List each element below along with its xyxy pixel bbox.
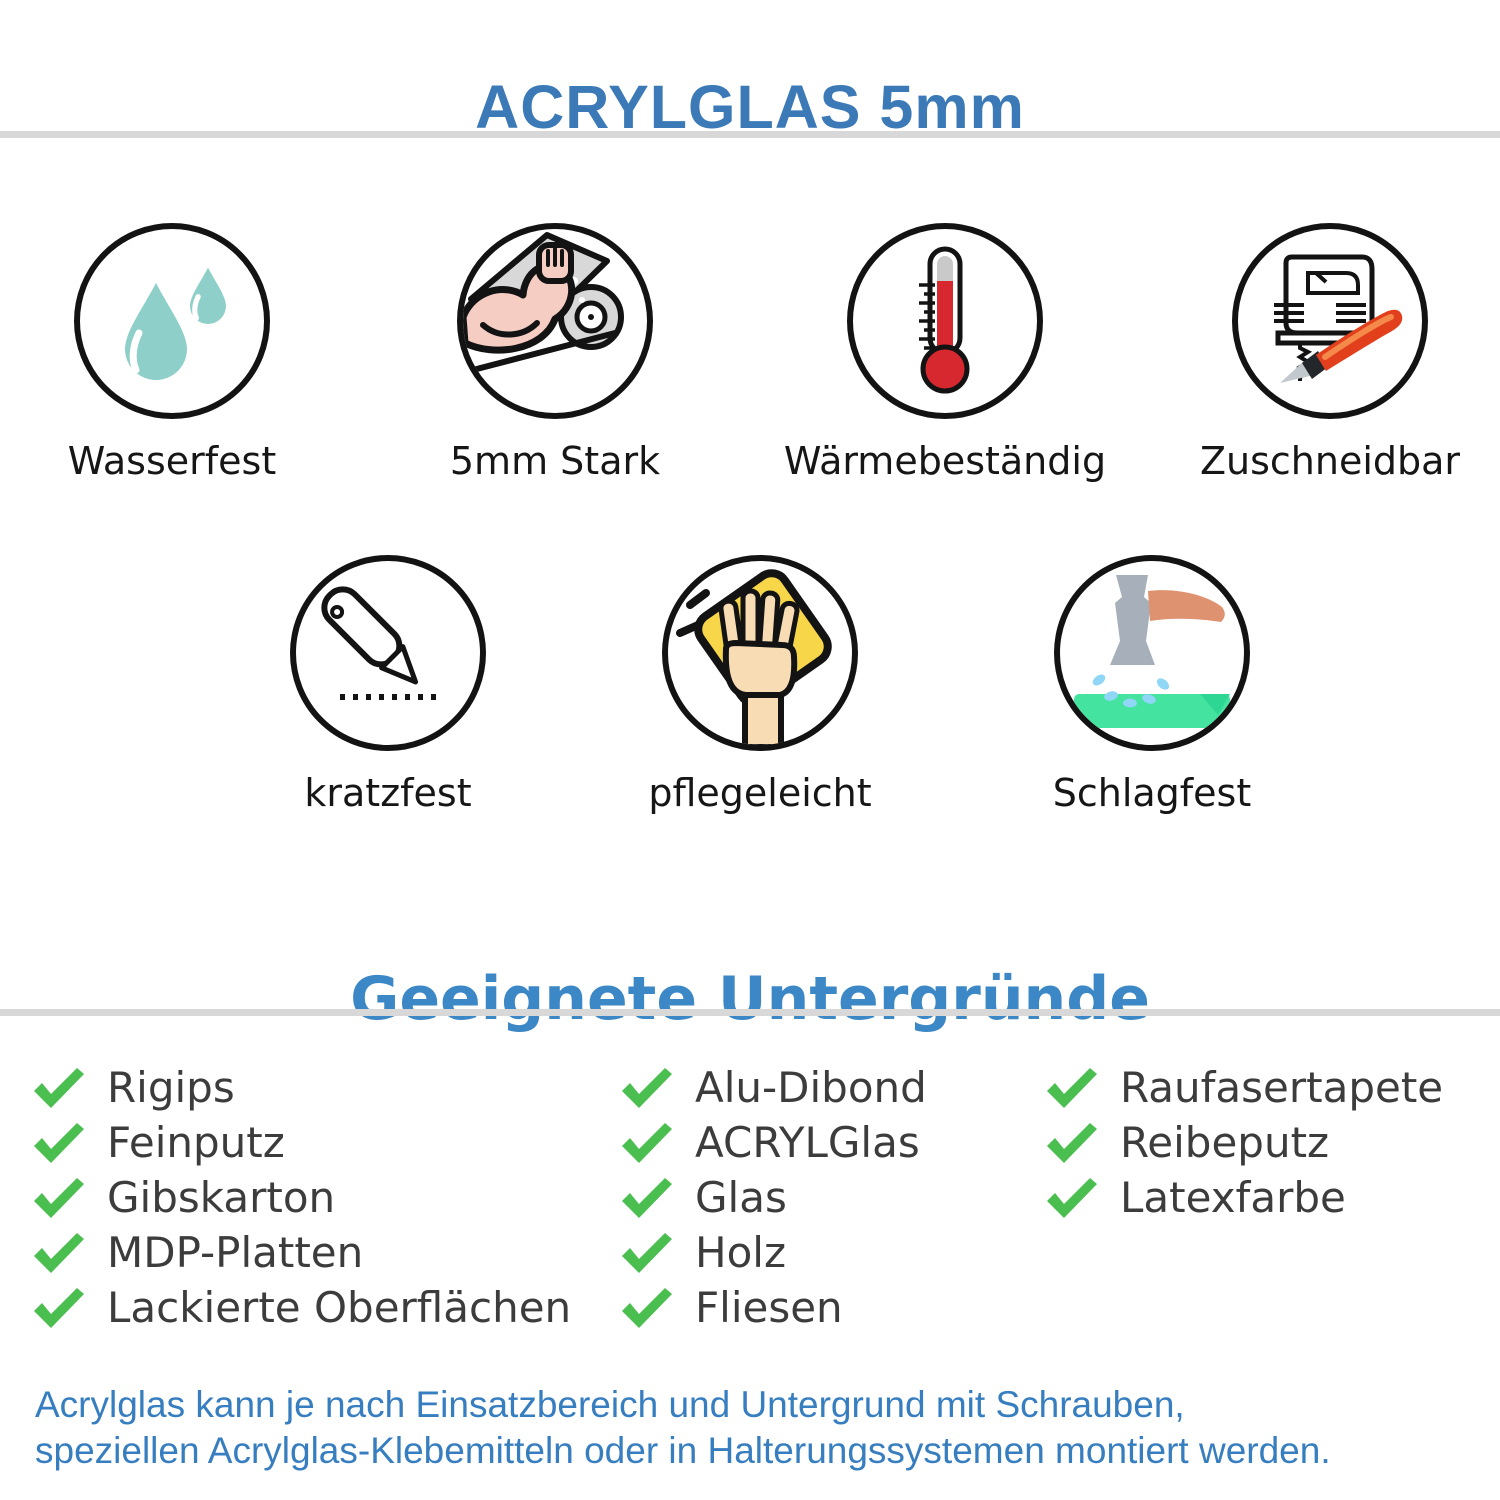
- list-item-label: Rigips: [107, 1063, 235, 1112]
- list-item-label: Glas: [695, 1173, 787, 1222]
- list-item: Gibskarton: [33, 1170, 571, 1225]
- checkmark-icon: [34, 1067, 84, 1108]
- checkmark-icon: [34, 1122, 84, 1163]
- feature-label: Schlagfest: [1052, 771, 1252, 815]
- checkmark-icon: [34, 1177, 84, 1218]
- checkmark-icon: [34, 1287, 84, 1328]
- feature-impact-resistant: Schlagfest: [1052, 553, 1252, 815]
- list-item-label: Fliesen: [695, 1283, 843, 1332]
- list-item: Rigips: [33, 1060, 571, 1115]
- list-item-label: Feinputz: [107, 1118, 285, 1167]
- list-item: ACRYLGlas: [621, 1115, 927, 1170]
- feature-label: 5mm Stark: [449, 439, 661, 483]
- list-item: Fliesen: [621, 1280, 927, 1335]
- checkmark-icon: [622, 1177, 672, 1218]
- feature-label: Wärmebeständig: [783, 439, 1107, 483]
- feature-label: pflegeleicht: [648, 771, 872, 815]
- surface-column-2: Alu-Dibond ACRYLGlas Glas Holz Fliesen: [621, 1060, 927, 1335]
- feature-waterproof: Wasserfest: [68, 221, 276, 483]
- cleaning-hand-icon: [662, 555, 858, 751]
- checkmark-icon: [622, 1232, 672, 1273]
- list-item: Glas: [621, 1170, 927, 1225]
- list-item-label: Raufasertapete: [1120, 1063, 1444, 1112]
- footer-line-2: speziellen Acrylglas-Klebemitteln oder i…: [35, 1430, 1331, 1471]
- list-item: Latexfarbe: [1046, 1170, 1443, 1225]
- list-item-label: Holz: [695, 1228, 786, 1277]
- list-item-label: ACRYLGlas: [695, 1118, 920, 1167]
- list-item: MDP-Platten: [33, 1225, 571, 1280]
- list-item: Lackierte Oberflächen: [33, 1280, 571, 1335]
- feature-heat-resistant: Wärmebeständig: [784, 221, 1106, 483]
- list-item-label: Latexfarbe: [1120, 1173, 1346, 1222]
- checkmark-icon: [1047, 1122, 1097, 1163]
- jigsaw-icon: [1232, 223, 1428, 419]
- list-item: Reibeputz: [1046, 1115, 1443, 1170]
- divider-bar-top: [0, 131, 1500, 138]
- feature-easy-care: pflegeleicht: [648, 553, 872, 815]
- checkmark-icon: [622, 1067, 672, 1108]
- list-item: Holz: [621, 1225, 927, 1280]
- list-item-label: Gibskarton: [107, 1173, 336, 1222]
- section-title: Geeignete Untergründe: [350, 963, 1150, 1034]
- feature-scratch-proof: kratzfest: [288, 553, 488, 815]
- list-item: Alu-Dibond: [621, 1060, 927, 1115]
- water-drops-icon: [74, 223, 270, 419]
- list-item: Feinputz: [33, 1115, 571, 1170]
- hammer-icon: [1054, 555, 1250, 751]
- page-title: ACRYLGLAS 5mm: [475, 72, 1025, 141]
- list-item: Raufasertapete: [1046, 1060, 1443, 1115]
- surface-column-1: Rigips Feinputz Gibskarton MDP-Platten L…: [33, 1060, 571, 1335]
- feature-label: Wasserfest: [67, 439, 277, 483]
- feature-label: kratzfest: [304, 771, 472, 815]
- checkmark-icon: [34, 1232, 84, 1273]
- list-item-label: Lackierte Oberflächen: [107, 1283, 572, 1332]
- utility-knife-icon: [290, 555, 486, 751]
- divider-bar-bottom: [0, 1009, 1500, 1016]
- thermometer-icon: [847, 223, 1043, 419]
- flexed-arm-icon: [457, 223, 653, 419]
- surface-column-3: Raufasertapete Reibeputz Latexfarbe: [1046, 1060, 1443, 1225]
- checkmark-icon: [1047, 1177, 1097, 1218]
- checkmark-icon: [622, 1287, 672, 1328]
- footer-note: Acrylglas kann je nach Einsatzbereich un…: [35, 1382, 1331, 1474]
- feature-label: Zuschneidbar: [1199, 439, 1461, 483]
- footer-line-1: Acrylglas kann je nach Einsatzbereich un…: [35, 1384, 1185, 1425]
- feature-cuttable: Zuschneidbar: [1200, 221, 1460, 483]
- list-item-label: MDP-Platten: [107, 1228, 364, 1277]
- list-item-label: Reibeputz: [1120, 1118, 1330, 1167]
- list-item-label: Alu-Dibond: [695, 1063, 927, 1112]
- checkmark-icon: [622, 1122, 672, 1163]
- feature-5mm-strong: 5mm Stark: [450, 221, 660, 483]
- checkmark-icon: [1047, 1067, 1097, 1108]
